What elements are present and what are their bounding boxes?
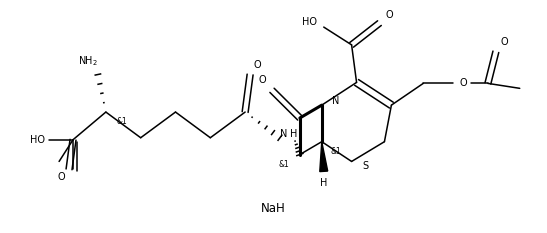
Text: &1: &1 bbox=[330, 147, 341, 156]
Text: NaH: NaH bbox=[260, 202, 286, 215]
Text: O: O bbox=[386, 10, 393, 20]
Text: O: O bbox=[459, 78, 467, 88]
Text: O: O bbox=[253, 60, 261, 70]
Text: &1: &1 bbox=[278, 160, 289, 169]
Text: H: H bbox=[320, 178, 328, 188]
Text: NH$_2$: NH$_2$ bbox=[78, 54, 98, 68]
Text: N: N bbox=[331, 96, 339, 106]
Polygon shape bbox=[320, 142, 328, 171]
Text: O: O bbox=[258, 75, 266, 86]
Text: N: N bbox=[280, 129, 288, 139]
Text: H: H bbox=[290, 129, 298, 139]
Text: HO: HO bbox=[30, 135, 45, 145]
Text: O: O bbox=[500, 37, 508, 47]
Text: &1: &1 bbox=[117, 117, 127, 127]
Text: O: O bbox=[57, 172, 65, 182]
Text: HO: HO bbox=[302, 17, 317, 27]
Text: S: S bbox=[363, 161, 369, 171]
